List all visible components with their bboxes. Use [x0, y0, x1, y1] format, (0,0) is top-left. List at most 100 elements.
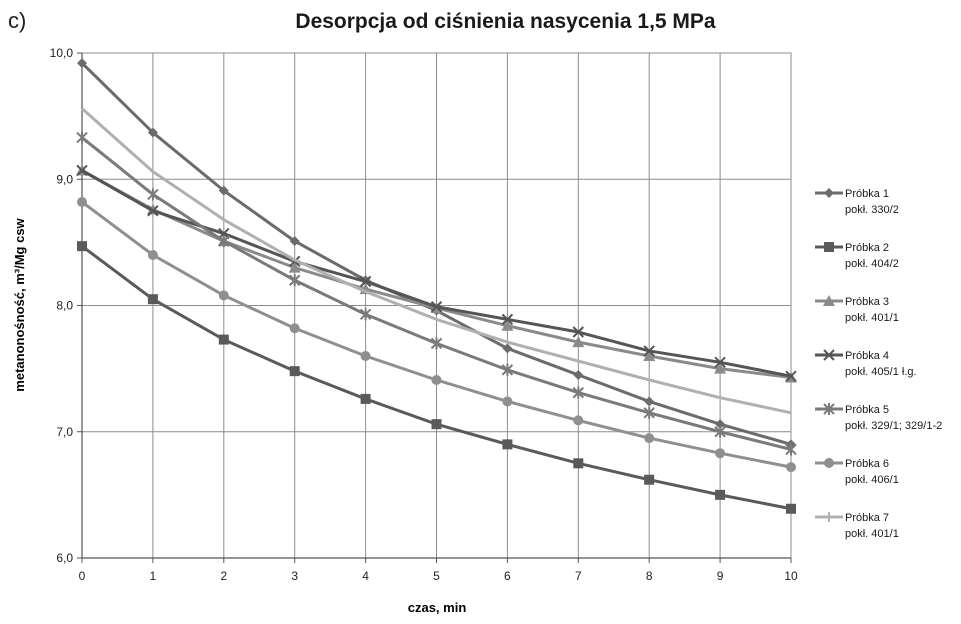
marker-stroke — [359, 275, 372, 288]
legend-series-name: Próbka 7 — [845, 512, 890, 524]
marker-stroke — [823, 403, 835, 415]
data-point — [430, 337, 443, 350]
x-tick-label: 7 — [575, 569, 582, 583]
legend-item: Próbka 4 pokł. 405/1 ł.g. — [815, 348, 961, 384]
marker-stroke — [785, 443, 797, 456]
series-6 — [77, 196, 796, 473]
data-point — [573, 458, 584, 469]
marker-stroke — [714, 356, 726, 369]
data-point — [714, 425, 726, 438]
data-point — [501, 313, 514, 326]
data-point — [715, 489, 726, 500]
data-point — [572, 336, 585, 348]
data-point — [643, 350, 656, 361]
legend-series-name: Próbka 1 — [845, 188, 890, 200]
legend-label: Próbka 1 pokł. 330/2 — [845, 186, 899, 218]
data-point — [715, 448, 726, 459]
data-point — [786, 503, 796, 514]
legend-series-sub: pokł. 406/1 — [845, 474, 899, 486]
legend-series-name: Próbka 4 — [845, 350, 890, 362]
legend-series-sub: pokł. 404/2 — [845, 258, 899, 270]
data-point — [644, 474, 655, 485]
data-point — [76, 164, 88, 177]
data-point — [147, 250, 158, 260]
legend-series-name: Próbka 3 — [845, 296, 890, 308]
data-point — [573, 415, 584, 426]
data-point — [289, 323, 300, 334]
legend-label: Próbka 6 pokł. 406/1 — [845, 456, 899, 488]
data-point — [218, 185, 229, 196]
legend-label: Próbka 7 pokł. 401/1 — [845, 510, 899, 542]
axes: 6,0 7,0 8,0 9,0 10,0 0 1 2 3 4 5 6 7 8 9 10 — [50, 46, 798, 583]
data-point — [644, 433, 655, 444]
x-tick-label: 8 — [646, 569, 653, 583]
marker-stroke — [359, 308, 372, 321]
legend-label: Próbka 2 pokł. 404/2 — [845, 240, 899, 272]
legend-label: Próbka 4 pokł. 405/1 ł.g. — [845, 348, 917, 380]
y-tick-label: 7,0 — [56, 425, 73, 439]
panel-label: c) — [8, 8, 27, 33]
legend-item: Próbka 6 pokł. 406/1 — [815, 456, 961, 492]
legend-series-name: Próbka 2 — [845, 242, 890, 254]
x-tick-label: 0 — [79, 569, 86, 583]
legend-item: Próbka 2 pokł. 404/2 — [815, 240, 961, 276]
legend-series-name: Próbka 5 — [845, 404, 890, 416]
y-tick-label: 10,0 — [50, 46, 74, 60]
legend-item: Próbka 1 pokł. 330/2 — [815, 186, 961, 222]
marker-stroke — [785, 370, 797, 382]
data-point — [501, 319, 514, 331]
data-point — [359, 275, 372, 288]
data-point — [501, 363, 514, 376]
data-point — [714, 356, 726, 369]
marker-stroke — [147, 205, 159, 217]
data-point — [77, 241, 87, 252]
marker-stroke — [824, 512, 834, 522]
data-point — [573, 369, 584, 380]
y-axis-label: metanonośność, m³/Mg csw — [12, 217, 27, 391]
legend-marker — [823, 403, 835, 415]
chart-title: Desorpcja od ciśnienia nasycenia 1,5 MPa — [295, 10, 716, 33]
legend-label: Próbka 3 pokł. 401/1 — [845, 294, 899, 326]
marker-stroke — [218, 235, 230, 248]
marker-stroke — [147, 188, 159, 201]
data-point — [785, 370, 797, 382]
data-point — [572, 326, 585, 338]
x-tick-label: 6 — [504, 569, 511, 583]
legend-item: Próbka 3 pokł. 401/1 — [815, 294, 961, 330]
legend-item: Próbka 7 pokł. 401/1 — [815, 510, 961, 546]
legend-marker — [823, 349, 835, 361]
legend-marker — [824, 242, 834, 252]
x-tick-label: 9 — [717, 569, 724, 583]
data-point — [502, 439, 513, 450]
x-tick-label: 4 — [362, 569, 369, 583]
data-point — [147, 127, 158, 138]
data-point — [643, 345, 655, 357]
data-point — [572, 386, 585, 399]
series-line — [81, 107, 792, 415]
data-point — [359, 308, 372, 321]
y-tick-label: 8,0 — [56, 299, 73, 313]
data-point — [431, 374, 442, 385]
x-tick-label: 10 — [784, 569, 798, 583]
legend-series-name: Próbka 6 — [845, 458, 890, 470]
y-tick-label: 9,0 — [56, 172, 73, 186]
legend-marker — [823, 295, 835, 306]
data-point — [502, 343, 513, 354]
series-7 — [81, 107, 792, 415]
data-point — [77, 196, 87, 207]
legend-swatch — [815, 188, 843, 198]
x-tick-label: 1 — [150, 569, 157, 583]
x-axis-label: czas, min — [408, 600, 467, 615]
legend-marker — [824, 512, 834, 522]
legend-marker — [824, 188, 834, 198]
marker-stroke — [501, 313, 514, 326]
legend-label: Próbka 5 pokł. 329/1; 329/1-2 — [845, 402, 942, 434]
marker-stroke — [288, 274, 301, 287]
marker-stroke — [501, 363, 514, 376]
data-point — [76, 131, 88, 144]
data-point — [431, 419, 442, 430]
x-tick-label: 5 — [433, 569, 440, 583]
legend-swatch — [815, 512, 843, 522]
data-point — [147, 294, 158, 305]
